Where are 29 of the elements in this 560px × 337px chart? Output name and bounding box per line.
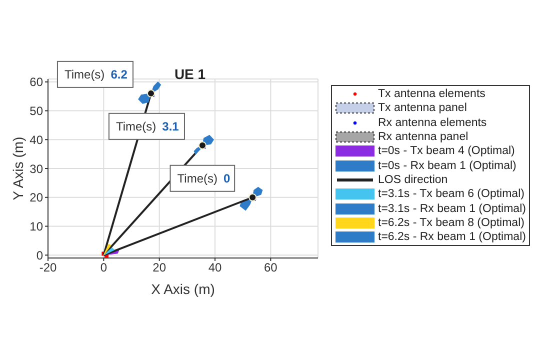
legend-label: Rx antenna panel	[378, 131, 468, 144]
y-axis-title: Y Axis (m)	[10, 136, 26, 200]
y-tick-label: 60	[30, 75, 44, 90]
chart-title: UE 1	[174, 66, 206, 82]
x-tick-label: 60	[264, 260, 278, 275]
x-tick-label: -20	[39, 260, 57, 275]
legend-label: t=3.1s - Tx beam 6 (Optimal)	[378, 188, 524, 200]
legend-label: Tx antenna elements	[378, 88, 486, 100]
legend-label: t=0s - Rx beam 1 (Optimal)	[378, 160, 516, 172]
x-tick-label: 20	[152, 260, 166, 275]
x-axis-title: X Axis (m)	[151, 281, 215, 297]
y-tick-label: 50	[30, 104, 44, 118]
legend-label: LOS direction	[378, 174, 448, 186]
annotation: Time(s) 3.1	[116, 119, 180, 134]
x-tick-label: 40	[208, 260, 222, 275]
legend-label: t=6.2s - Rx beam 1 (Optimal)	[378, 231, 526, 244]
x-tick-label: 0	[100, 260, 108, 275]
y-tick-label: 20	[30, 190, 44, 205]
annotation: Time(s) 0	[177, 171, 230, 186]
legend-label: t=3.1s - Rx beam 1 (Optimal)	[378, 202, 526, 215]
y-tick-label: 40	[30, 132, 44, 147]
annotation: Time(s) 6.2	[64, 67, 128, 82]
y-tick-label: 10	[30, 220, 44, 234]
legend-label: t=0s - Tx beam 4 (Optimal)	[378, 145, 515, 158]
legend-label: t=6.2s - Tx beam 8 (Optimal)	[378, 216, 524, 229]
legend-label: Tx antenna panel	[378, 102, 467, 114]
legend-label: Rx antenna elements	[378, 116, 487, 129]
y-tick-label: 0	[36, 248, 44, 262]
y-tick-label: 30	[30, 162, 44, 176]
